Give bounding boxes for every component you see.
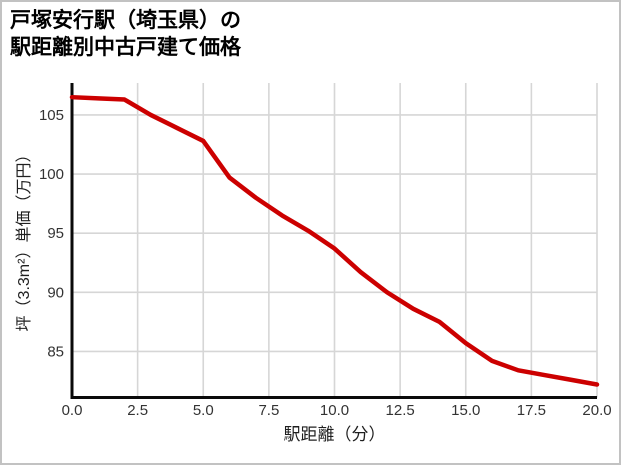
x-tick-label: 2.5 [127,402,148,419]
x-tick-label: 10.0 [320,402,349,419]
y-tick-label: 100 [39,166,64,183]
chart-title: 戸塚安行駅（埼玉県）の 駅距離別中古戸建て価格 [10,7,241,61]
x-tick-label: 7.5 [258,402,279,419]
x-axis-label: 駅距離（分） [283,425,386,444]
y-tick-label: 95 [47,225,64,242]
y-tick-label: 90 [47,284,64,301]
x-tick-label: 17.5 [517,402,546,419]
y-tick-label: 85 [47,343,64,360]
x-tick-label: 0.0 [62,402,83,419]
price-line-series [69,94,600,387]
x-tick-label: 20.0 [582,402,611,419]
x-tick-label: 12.5 [386,402,415,419]
chart-title-line-1: 戸塚安行駅（埼玉県）の [10,9,241,32]
y-tick-label: 105 [39,107,64,124]
chart-title-line-2: 駅距離別中古戸建て価格 [10,36,241,59]
y-axis-label: 坪（3.3m²）単価（万円） [16,146,33,332]
x-tick-label: 15.0 [451,402,480,419]
x-tick-label: 5.0 [193,402,214,419]
